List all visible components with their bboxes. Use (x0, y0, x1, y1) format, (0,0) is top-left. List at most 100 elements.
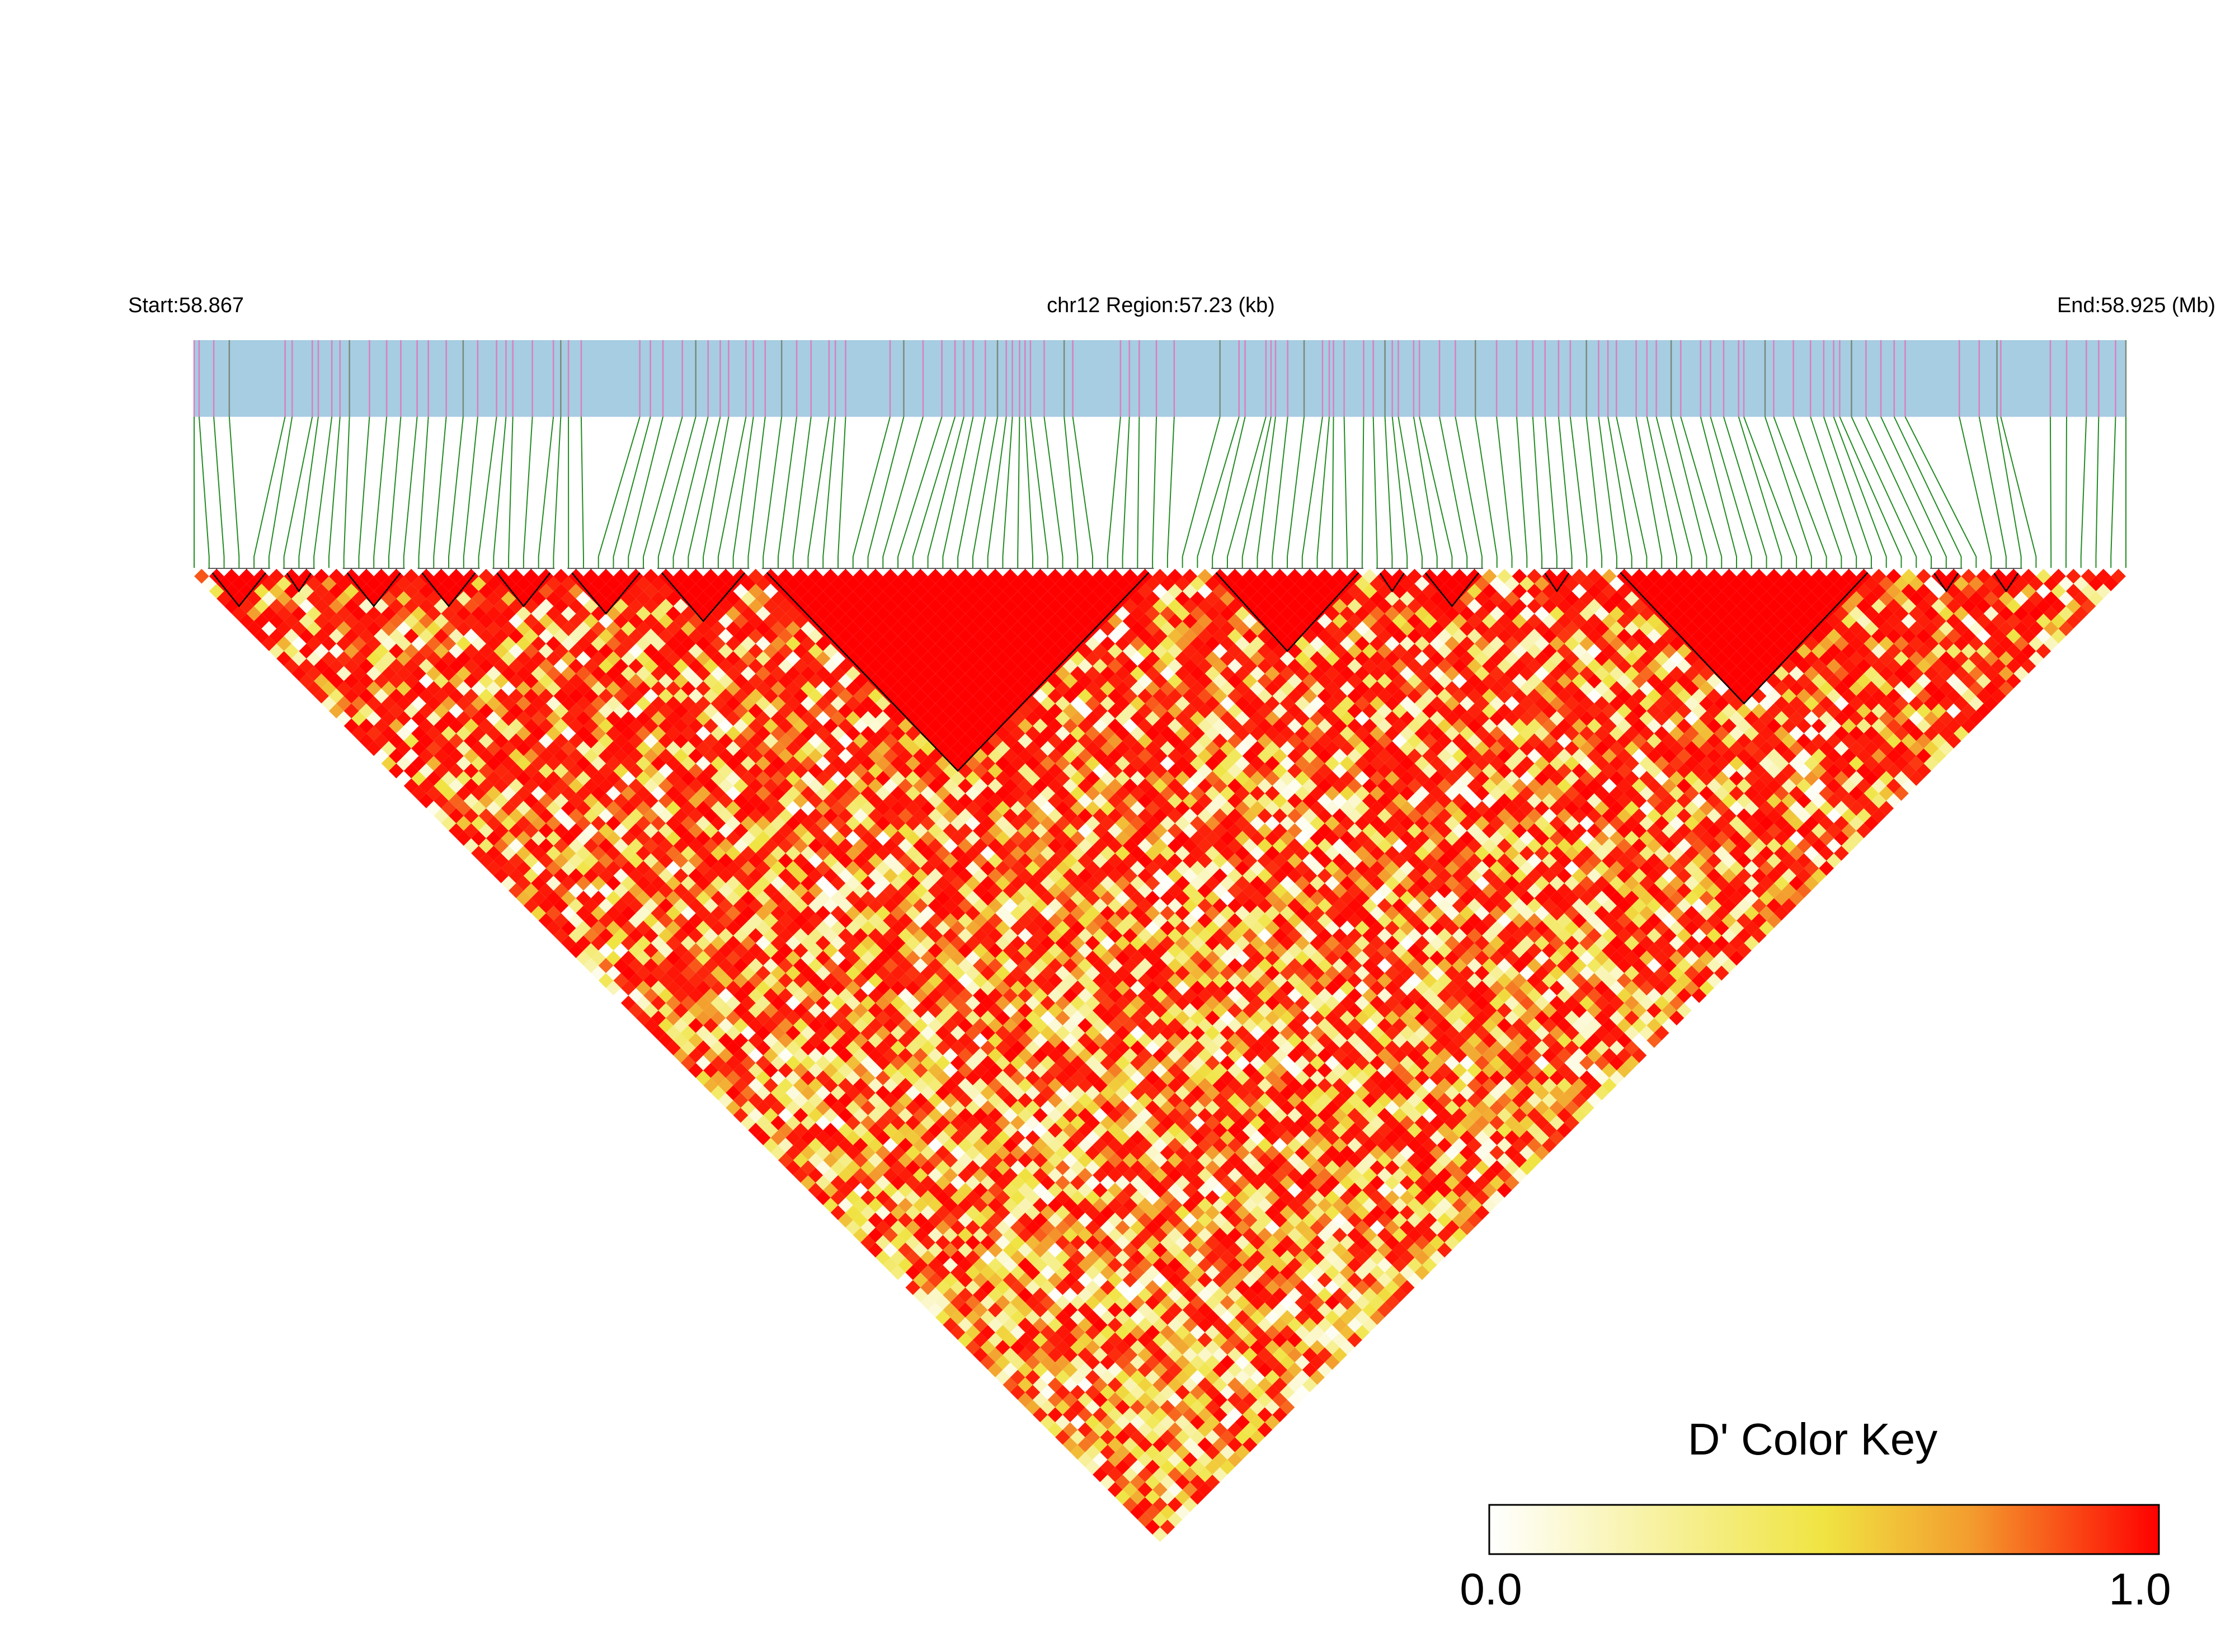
ld-cell (673, 1033, 689, 1048)
ld-cell (755, 1100, 771, 1116)
ld-cell (276, 651, 291, 666)
ld-cell (441, 681, 457, 696)
ld-cell (328, 613, 344, 629)
ld-cell (726, 1100, 741, 1116)
ld-cell (591, 950, 606, 966)
ld-cell (381, 636, 397, 651)
ld-cell (688, 1048, 704, 1063)
ld-cell (449, 778, 464, 794)
ld-cell (1018, 1377, 1033, 1392)
ld-cell (1115, 1460, 1130, 1475)
ld-cell (958, 1212, 973, 1228)
ld-cell (688, 973, 704, 989)
ld-cell (1137, 1377, 1153, 1392)
ld-cell (336, 636, 352, 651)
ld-cell (778, 1093, 793, 1108)
ld-cell (741, 1055, 756, 1071)
ld-cell (763, 1108, 778, 1123)
snp-connector (1959, 416, 1992, 568)
ld-cell (321, 591, 337, 606)
snp-connector (1743, 416, 1798, 568)
ld-cell (898, 1137, 913, 1153)
ld-cell (456, 816, 472, 831)
snp-connector (822, 416, 836, 568)
ld-cell (546, 920, 561, 936)
ld-cell (381, 710, 397, 726)
ld-cell (403, 643, 419, 659)
ld-cell (711, 980, 726, 996)
ld-cell (463, 688, 479, 704)
ld-cell (576, 935, 591, 951)
ld-cell (516, 876, 531, 891)
ld-cell (509, 748, 524, 764)
snp-connector (597, 416, 641, 568)
ld-cell (591, 905, 606, 921)
ld-cell (1047, 1332, 1063, 1348)
snp-connector (1865, 416, 1932, 568)
ld-cell (276, 636, 291, 651)
ld-cell (388, 673, 404, 689)
ld-cell (388, 643, 404, 659)
ld-cell (516, 756, 531, 771)
snp-connector (1851, 416, 1917, 568)
ld-cell (478, 793, 494, 808)
ld-cell (793, 1137, 808, 1153)
ld-cell (576, 816, 591, 831)
ld-cell (538, 823, 554, 839)
ld-cell (688, 1018, 704, 1033)
ld-cell (636, 876, 651, 891)
ld-cell (516, 785, 531, 801)
ld-cell (965, 1325, 981, 1340)
ld-cell (1160, 1414, 1175, 1430)
ld-cell (912, 1272, 928, 1288)
ld-cell (793, 1152, 808, 1168)
ld-cell (898, 1242, 913, 1258)
ld-cell (778, 1033, 793, 1048)
snp-connector (807, 416, 830, 568)
ld-cell (1190, 1444, 1205, 1460)
ld-cell (509, 778, 524, 794)
ld-cell (523, 778, 539, 794)
ld-cell (388, 658, 404, 674)
ld-cell (823, 1183, 838, 1198)
ld-cell (501, 816, 516, 831)
ld-cell (898, 1183, 913, 1198)
ld-cell (628, 958, 644, 973)
ld-cell (299, 583, 314, 599)
ld-cell (516, 831, 531, 846)
ld-cell (523, 823, 539, 839)
ld-cell (306, 576, 322, 591)
ld-cell (793, 1093, 808, 1108)
ld-cell (755, 1070, 771, 1086)
ld-cell (374, 718, 389, 734)
ld-cell (434, 748, 449, 764)
ld-cell (314, 673, 329, 689)
snp-connector (1598, 416, 1617, 568)
ld-cell (980, 1310, 996, 1325)
ld-cell (374, 628, 389, 644)
ld-cell (606, 860, 621, 876)
ld-cell (830, 1175, 846, 1190)
snp-track (193, 340, 2127, 417)
snp-connector (942, 416, 974, 568)
snp-connector (2110, 416, 2116, 568)
ld-cell (441, 726, 457, 741)
ld-cell (306, 636, 322, 651)
snp-connector (777, 416, 798, 568)
ld-cell (441, 756, 457, 771)
ld-cell (471, 756, 486, 771)
ld-cell (291, 591, 307, 606)
ld-cell (434, 718, 449, 734)
ld-cell (381, 606, 397, 622)
ld-cell (980, 1250, 996, 1265)
ld-cell (374, 658, 389, 674)
ld-cell (958, 1197, 973, 1213)
snp-connector (553, 416, 562, 568)
snp-connector (1439, 416, 1468, 568)
snp-connector (1710, 416, 1752, 568)
ld-cell (928, 1287, 943, 1303)
ld-cell (591, 965, 606, 981)
ld-cell (553, 838, 569, 854)
ld-cell (523, 793, 539, 808)
snp-connector (1792, 416, 1842, 568)
